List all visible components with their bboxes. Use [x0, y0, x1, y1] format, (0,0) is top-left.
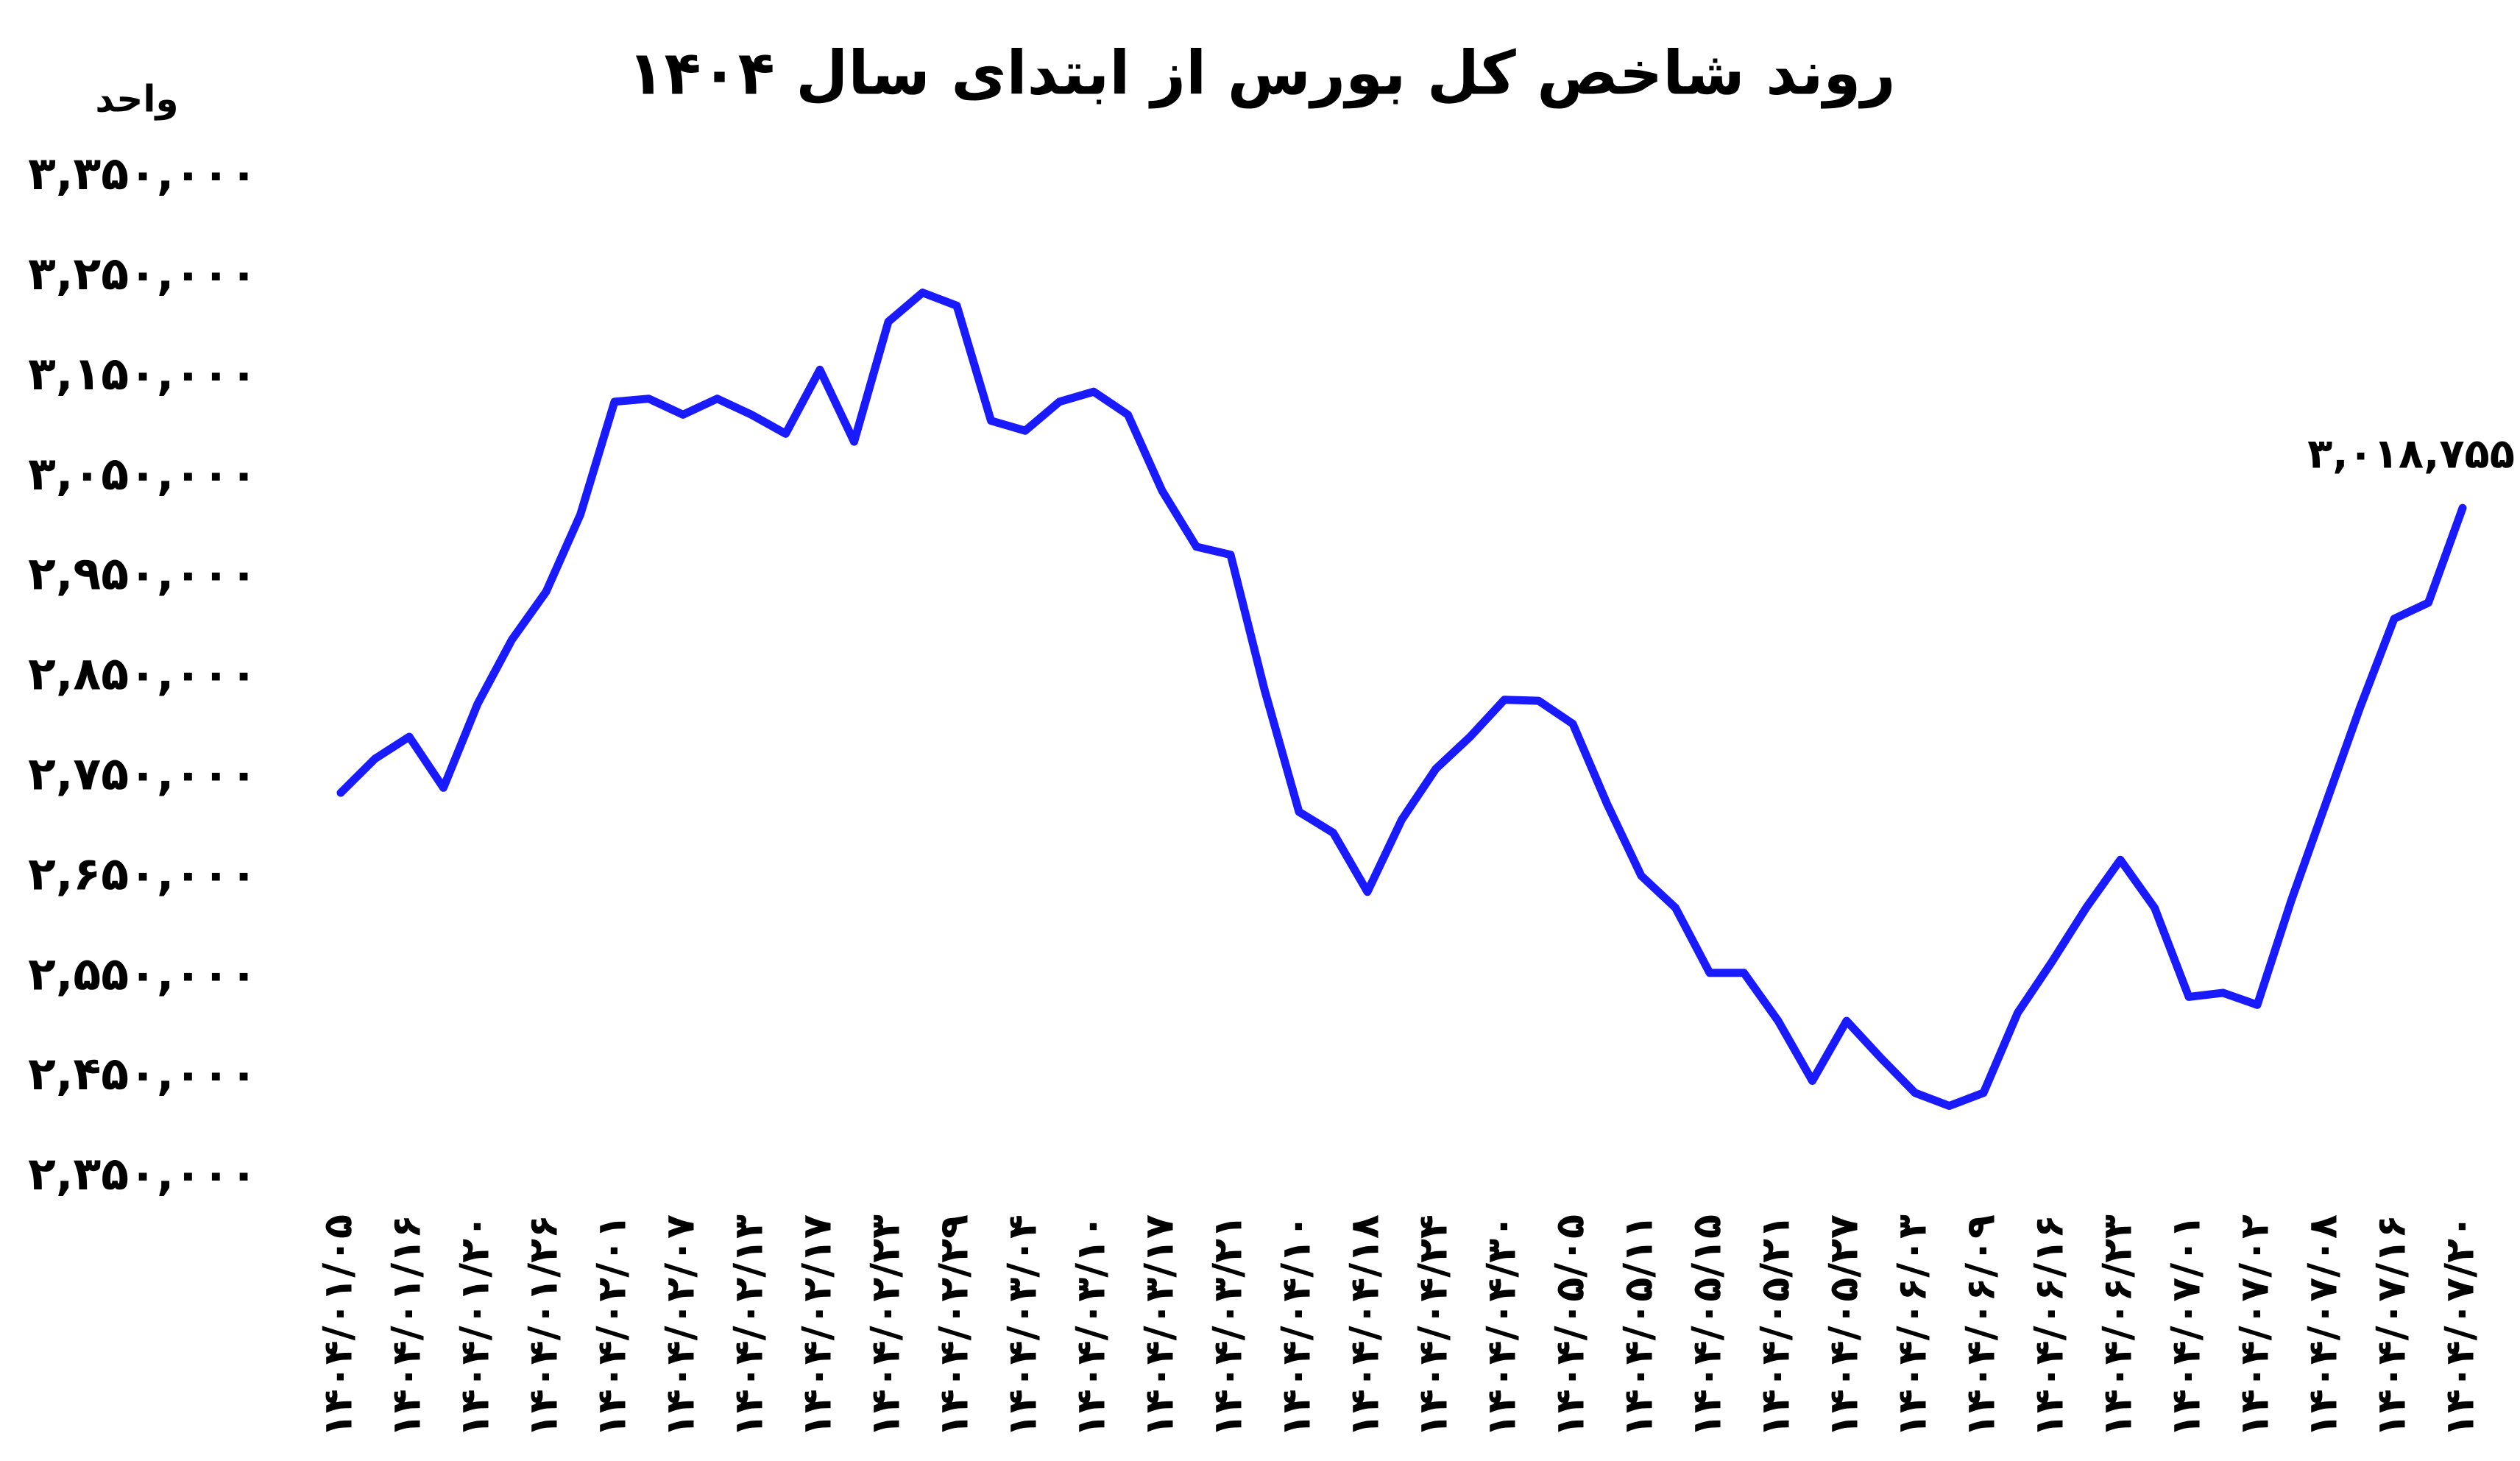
x-tick-label: ۱۴۰۴/۰۷/۰۸: [2300, 1214, 2346, 1437]
x-tick-label: ۱۴۰۴/۰۲/۱۷: [794, 1214, 840, 1437]
x-tick-label: ۱۴۰۴/۰۱/۲۰: [452, 1214, 498, 1437]
x-tick-label: ۱۴۰۴/۰۷/۰۱: [2163, 1214, 2209, 1437]
x-tick-label: ۱۴۰۴/۰۵/۲۷: [1821, 1214, 1867, 1437]
x-tick-label: ۱۴۰۴/۰۱/۰۵: [315, 1214, 361, 1437]
x-tick-label: ۱۴۰۴/۰۶/۰۳: [1889, 1214, 1936, 1437]
x-tick-label: ۱۴۰۴/۰۵/۰۵: [1547, 1214, 1593, 1437]
chart-title: روند شاخص کل بورس از ابتدای سال ۱۴۰۴: [627, 38, 1895, 109]
x-tick-label: ۱۴۰۴/۰۳/۱۷: [1136, 1214, 1183, 1437]
x-tick-label: ۱۴۰۴/۰۶/۱۶: [2026, 1214, 2073, 1437]
x-tick-label: ۱۴۰۴/۰۳/۰۴: [999, 1214, 1046, 1437]
y-tick-label: ۲,۴۵۰,۰۰۰: [28, 1047, 258, 1100]
x-tick-label: ۱۴۰۴/۰۴/۳۰: [1479, 1214, 1525, 1437]
y-tick-label: ۲,۳۵۰,۰۰۰: [28, 1147, 258, 1200]
x-tick-label: ۱۴۰۴/۰۲/۲۳: [863, 1214, 909, 1437]
y-axis-label: واحد: [95, 78, 178, 121]
y-tick-label: ۳,۱۵۰,۰۰۰: [28, 347, 258, 400]
x-tick-label: ۱۴۰۴/۰۳/۲۱: [1205, 1214, 1251, 1437]
y-tick-label: ۲,۹۵۰,۰۰۰: [28, 547, 258, 601]
x-tick-label: ۱۴۰۴/۰۲/۲۹: [931, 1214, 977, 1437]
y-tick-label: ۳,۲۵۰,۰۰۰: [28, 247, 258, 300]
y-tick-label: ۲,۵۵۰,۰۰۰: [28, 947, 258, 1000]
x-tick-label: ۱۴۰۴/۰۲/۰۱: [589, 1214, 635, 1437]
x-tick-label: ۱۴۰۴/۰۵/۱۵: [1684, 1214, 1730, 1437]
y-tick-label: ۳,۰۵۰,۰۰۰: [28, 447, 258, 500]
x-tick-label: ۱۴۰۴/۰۶/۲۳: [2095, 1214, 2141, 1437]
x-tick-label: ۱۴۰۴/۰۷/۲۰: [2437, 1214, 2483, 1437]
x-tick-label: ۱۴۰۴/۰۳/۱۰: [1068, 1214, 1114, 1437]
x-tick-label: ۱۴۰۴/۰۲/۰۷: [657, 1214, 704, 1437]
x-tick-label: ۱۴۰۴/۰۶/۰۹: [1958, 1214, 2004, 1437]
y-tick-label: ۲,۶۵۰,۰۰۰: [28, 846, 258, 900]
y-tick-label: ۲,۷۵۰,۰۰۰: [28, 746, 258, 800]
y-tick-label: ۳,۳۵۰,۰۰۰: [28, 146, 258, 200]
x-tick-label: ۱۴۰۴/۰۱/۱۶: [383, 1214, 430, 1437]
line-series: [336, 289, 2467, 1110]
x-tick-label: ۱۴۰۴/۰۴/۲۴: [1410, 1214, 1457, 1437]
x-tick-label: ۱۴۰۴/۰۱/۲۶: [520, 1214, 567, 1437]
x-tick-label: ۱۴۰۴/۰۴/۱۰: [1273, 1214, 1320, 1437]
x-tick-label: ۱۴۰۴/۰۲/۱۳: [726, 1214, 772, 1437]
y-tick-label: ۲,۸۵۰,۰۰۰: [28, 647, 258, 701]
x-tick-label: ۱۴۰۴/۰۴/۱۸: [1342, 1214, 1388, 1437]
value-label: ۳,۰۱۸,۷۵۵: [2307, 430, 2515, 478]
x-tick-label: ۱۴۰۴/۰۵/۱۱: [1615, 1214, 1662, 1437]
x-tick-label: ۱۴۰۴/۰۷/۱۶: [2368, 1214, 2415, 1437]
x-tick-label: ۱۴۰۴/۰۷/۰۲: [2231, 1214, 2278, 1437]
x-tick-label: ۱۴۰۴/۰۵/۲۱: [1752, 1214, 1799, 1437]
